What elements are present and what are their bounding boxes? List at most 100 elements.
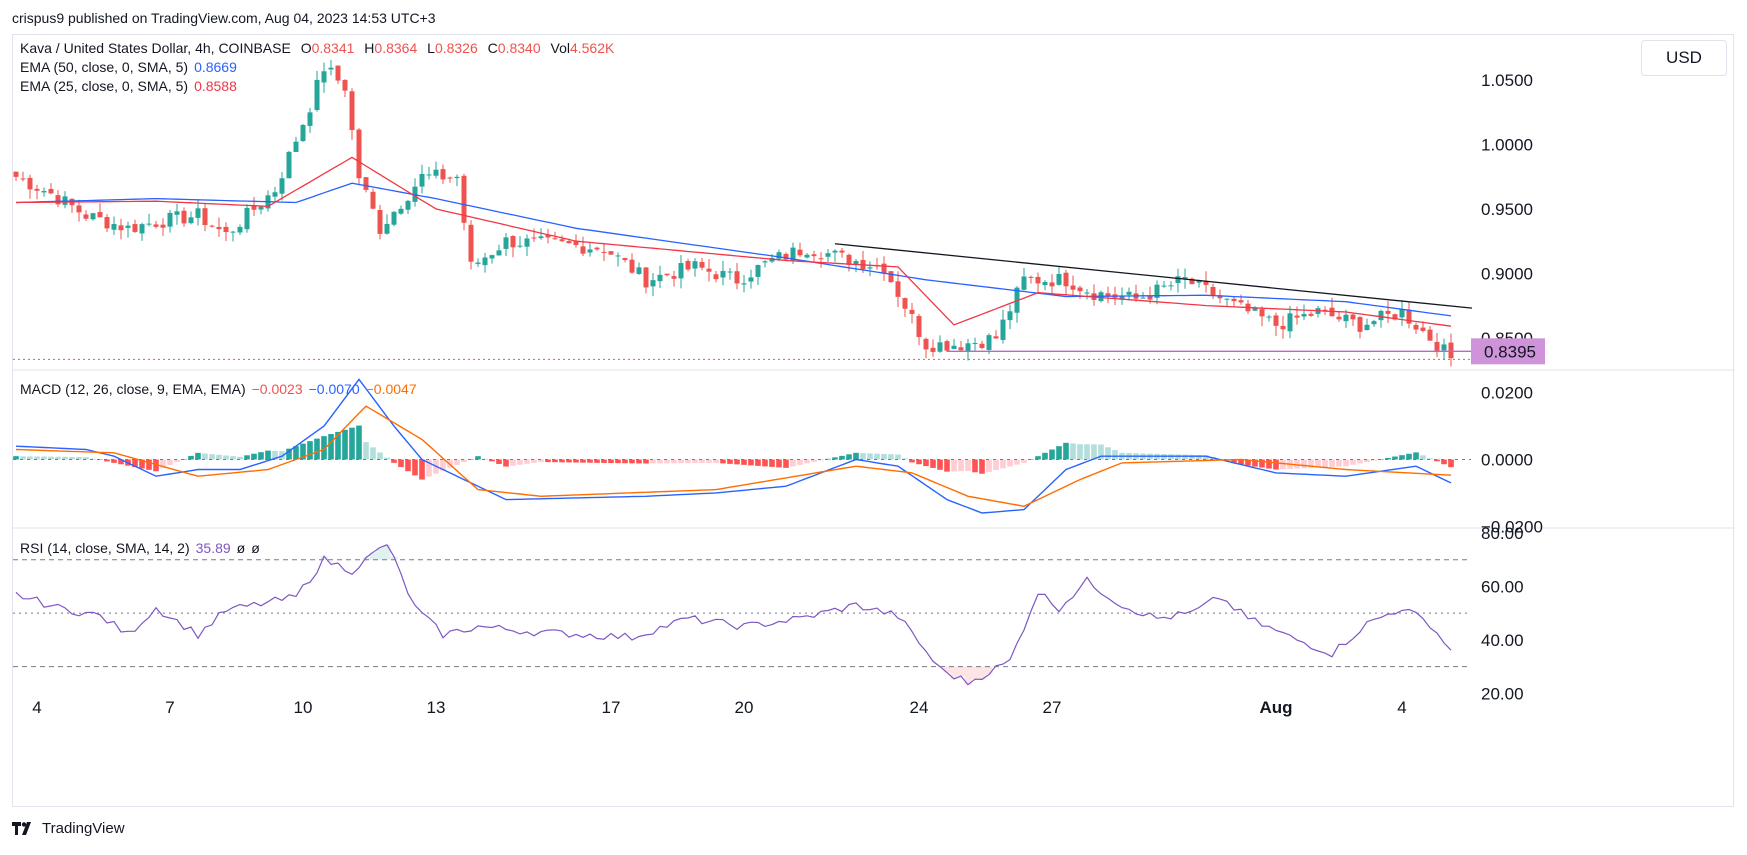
candle-body: [272, 192, 278, 197]
candle-body: [811, 254, 817, 257]
chart-frame[interactable]: 1.0500 1.0000 0.9500 0.9000 0.8500 0.8395 0.02…: [12, 34, 1735, 808]
candle-body: [902, 298, 908, 309]
macd-bar: [573, 459, 579, 463]
candle-body: [804, 254, 810, 258]
macd-bar: [27, 456, 33, 460]
candle-body: [1049, 282, 1055, 287]
candle-body: [391, 211, 397, 225]
macd-bar: [363, 442, 369, 460]
macd-bar: [41, 456, 47, 460]
candle-body: [573, 240, 579, 246]
macd-bar: [1357, 459, 1363, 464]
candle-body: [1385, 310, 1391, 314]
candle-body: [538, 236, 544, 239]
candle-body: [1287, 313, 1293, 332]
candle-body: [160, 224, 166, 228]
ohlc-close: C0.8340: [487, 40, 541, 56]
candle-body: [692, 261, 698, 269]
macd-bar: [496, 459, 502, 464]
candle-body: [832, 250, 838, 253]
ema50-legend[interactable]: EMA (50, close, 0, SMA, 5) 0.8669: [20, 59, 237, 75]
chart-svg[interactable]: 1.05001.00000.95000.90000.85000.83950.02…: [13, 35, 1735, 808]
rsi-axis-tick: 60.00: [1481, 577, 1524, 596]
candle-body: [664, 273, 670, 276]
candle-body: [1161, 285, 1167, 287]
macd-bar: [195, 452, 201, 460]
ema25-legend[interactable]: EMA (25, close, 0, SMA, 5) 0.8588: [20, 78, 237, 94]
macd-bar: [1350, 459, 1356, 465]
candle-body: [1210, 286, 1216, 296]
candle-body: [1301, 313, 1307, 317]
candle-body: [216, 226, 222, 230]
candle-body: [1238, 300, 1244, 303]
price-pane: [13, 59, 1481, 367]
macd-bar: [790, 459, 796, 467]
candle-body: [153, 224, 159, 227]
currency-button[interactable]: USD: [1641, 40, 1727, 76]
candle-body: [1077, 287, 1083, 292]
candle-body: [1392, 314, 1398, 320]
macd-bar: [923, 459, 929, 467]
candle-body: [909, 309, 915, 314]
candle-body: [1119, 296, 1125, 300]
candle-body: [510, 236, 516, 248]
candle-body: [580, 246, 586, 254]
macd-bar: [377, 452, 383, 460]
macd-bar: [727, 459, 733, 464]
candle-body: [27, 177, 33, 190]
candle-body: [104, 217, 110, 229]
macd-bar: [734, 459, 740, 465]
candle-body: [993, 336, 999, 339]
candle-body: [237, 226, 243, 233]
rsi-oversold-fill: [943, 666, 951, 673]
candle-body: [1280, 325, 1286, 330]
candle-body: [678, 263, 684, 279]
candle-body: [650, 280, 656, 287]
candle-body: [1140, 297, 1146, 299]
candle-body: [167, 212, 173, 227]
tradingview-footer[interactable]: TradingView: [12, 820, 125, 837]
time-axis-tick: 24: [910, 698, 929, 717]
macd-bar: [307, 441, 313, 460]
candle-body: [174, 211, 180, 215]
candle-body: [720, 270, 726, 278]
candle-body: [741, 283, 747, 285]
macd-bar: [965, 459, 971, 471]
rsi-oversold-fill: [978, 666, 986, 680]
macd-bar: [1266, 459, 1272, 469]
candle-body: [307, 112, 313, 126]
macd-bar: [1091, 444, 1097, 460]
macd-bar: [1259, 459, 1265, 468]
macd-bar: [1308, 459, 1314, 468]
time-axis-tick: 10: [294, 698, 313, 717]
candle-body: [986, 335, 992, 350]
time-axis-tick: Aug: [1259, 698, 1292, 717]
candle-body: [328, 67, 334, 70]
candle-body: [1266, 316, 1272, 318]
macd-bar: [1273, 459, 1279, 470]
macd-histogram: [13, 425, 1454, 480]
macd-legend[interactable]: MACD (12, 26, close, 9, EMA, EMA) −0.0023…: [20, 381, 417, 397]
candle-body: [279, 178, 285, 194]
symbol-label[interactable]: Kava / United States Dollar, 4h, COINBAS…: [20, 40, 291, 56]
macd-bar: [797, 459, 803, 465]
macd-bar: [1322, 459, 1328, 468]
candle-body: [293, 141, 299, 152]
macd-bar: [1294, 459, 1300, 469]
candle-body: [286, 151, 292, 179]
candle-body: [482, 257, 488, 266]
rsi-oversold-fill: [964, 666, 972, 685]
candle-body: [629, 259, 635, 273]
macd-bar: [160, 459, 166, 469]
candle-body: [202, 208, 208, 226]
rsi-legend[interactable]: RSI (14, close, SMA, 14, 2) 35.89 ø ø: [20, 540, 260, 556]
macd-bar: [909, 459, 915, 463]
macd-bar: [237, 456, 243, 460]
candle-body: [1084, 292, 1090, 294]
candle-body: [1182, 277, 1188, 279]
macd-bar: [69, 456, 75, 460]
candle-body: [1427, 329, 1433, 341]
macd-bar: [1203, 455, 1209, 460]
macd-bar: [153, 459, 159, 472]
candle-body: [118, 225, 124, 231]
